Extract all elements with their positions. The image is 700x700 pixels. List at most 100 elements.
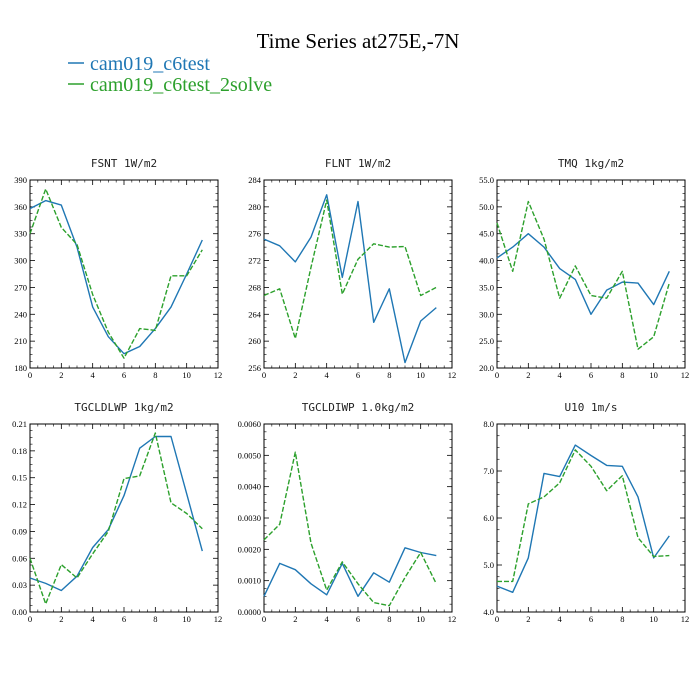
x-tick-label: 2 [59,370,63,380]
y-tick-label: 0.00 [12,607,27,617]
x-tick-label: 12 [448,370,457,380]
y-tick-label: 5.0 [483,560,494,570]
y-tick-label: 0.12 [12,500,27,510]
x-tick-label: 4 [325,370,330,380]
y-tick-label: 330 [14,229,27,239]
panels: FSNT 1W/m20 2 4 6 8 10 12180210240270300330360… [12,157,689,624]
y-tick-label: 0.06 [12,553,27,563]
x-tick-label: 0 [28,370,32,380]
x-tick-label: 8 [620,614,624,624]
x-tick-label: 8 [153,614,157,624]
y-tick-label: 256 [248,363,261,373]
y-tick-label: 260 [248,336,261,346]
plot-frame [496,179,686,369]
x-tick-label: 10 [182,614,191,624]
x-tick-label: 0 [28,614,32,624]
y-tick-label: 210 [14,336,27,346]
y-tick-label: 0.0030 [238,513,261,523]
x-tick-label: 2 [526,370,530,380]
x-tick-label: 12 [214,370,223,380]
y-tick-label: 240 [14,309,27,319]
y-tick-label: 0.0060 [238,419,261,429]
y-tick-label: 390 [14,175,27,185]
y-tick-label: 0.0050 [238,450,261,460]
x-tick-label: 2 [59,614,63,624]
panel-title: FLNT 1W/m2 [325,157,391,170]
series-line-1 [496,444,670,593]
x-tick-label: 6 [589,614,593,624]
plot-frame [263,179,453,369]
figure-title: Time Series at275E,-7N [257,29,460,53]
x-tick-label: 0 [262,614,266,624]
y-tick-label: 300 [14,256,27,266]
chart-panel-4: TGCLDLWP 1kg/m2 0 2 4 6 8 10 12 0.00 0.03 0.06 0.09… [12,401,222,624]
x-tick-label: 6 [356,370,360,380]
series-line-1 [29,435,203,592]
legend: cam019_c6test cam019_c6test_2solve [68,53,272,96]
chart-panel-2: FLNT 1W/m2 0 2 4 6 8 10 12 256 260 264 268 272 276 280… [248,157,456,380]
x-tick-label: 12 [448,614,457,624]
chart-panel-3: TMQ 1kg/m2 0 2 4 6 8 10 12 20.0 25.0 30.0 35.0 40.0 4… [479,157,689,380]
x-tick-label: 12 [681,614,690,624]
series-line-1 [263,194,437,364]
y-tick-label: 180 [14,363,27,373]
x-tick-label: 6 [122,370,126,380]
plot-frame [29,423,219,613]
panel-title: TMQ 1kg/m2 [558,157,624,170]
y-tick-label: 7.0 [483,466,494,476]
y-tick-label: 0.0010 [238,576,261,586]
series-line-1 [29,199,203,355]
x-tick-label: 2 [526,614,530,624]
x-tick-label: 10 [182,370,191,380]
x-tick-label: 4 [91,614,96,624]
x-tick-label: 4 [558,614,563,624]
y-tick-label: 50.0 [479,202,494,212]
y-tick-label: 0.15 [12,473,27,483]
y-tick-label: 284 [248,175,262,185]
plot-frame [29,179,219,369]
x-tick-label: 4 [325,614,330,624]
y-tick-label: 55.0 [479,175,494,185]
y-tick-label: 0.09 [12,526,27,536]
y-tick-label: 0.03 [12,580,27,590]
x-tick-label: 4 [558,370,563,380]
x-tick-label: 0 [262,370,266,380]
x-tick-label: 4 [91,370,96,380]
x-tick-label: 8 [620,370,624,380]
y-tick-label: 0.0000 [238,607,261,617]
y-tick-label: 35.0 [479,282,494,292]
x-tick-label: 8 [153,370,157,380]
x-tick-label: 8 [387,614,391,624]
x-tick-label: 6 [122,614,126,624]
series-line-2 [29,432,203,605]
series-line-1 [496,232,670,315]
y-tick-label: 0.0020 [238,544,261,554]
y-tick-label: 30.0 [479,309,494,319]
x-tick-label: 8 [387,370,391,380]
y-tick-label: 360 [14,202,27,212]
x-tick-label: 10 [416,370,425,380]
x-tick-label: 6 [356,614,360,624]
x-tick-label: 10 [416,614,425,624]
x-tick-label: 0 [495,614,499,624]
y-tick-label: 0.21 [12,419,27,429]
y-tick-label: 264 [248,309,262,319]
series-line-1 [263,547,437,597]
y-tick-label: 280 [248,202,261,212]
panel-title: TGCLDIWP 1.0kg/m2 [302,401,415,414]
y-tick-label: 0.18 [12,446,27,456]
series-line-2 [497,449,670,583]
chart-panel-6: U10 1m/s 0 2 4 6 8 10 12 4.0 5.0 6.0 7.0 8.0 [483,401,689,624]
y-tick-label: 45.0 [479,229,494,239]
y-tick-label: 0.0040 [238,482,261,492]
y-tick-label: 25.0 [479,336,494,346]
y-tick-label: 40.0 [479,256,494,266]
x-tick-label: 2 [293,370,297,380]
y-tick-label: 20.0 [479,363,494,373]
panel-title: U10 1m/s [565,401,618,414]
chart-panel-5: TGCLDIWP 1.0kg/m2 0 2 4 6 8 10 12 0.0000 0.0010 0.… [238,401,457,624]
x-tick-label: 2 [293,614,297,624]
panel-title: FSNT 1W/m2 [91,157,157,170]
series-line-2 [496,200,670,350]
x-tick-label: 12 [681,370,690,380]
